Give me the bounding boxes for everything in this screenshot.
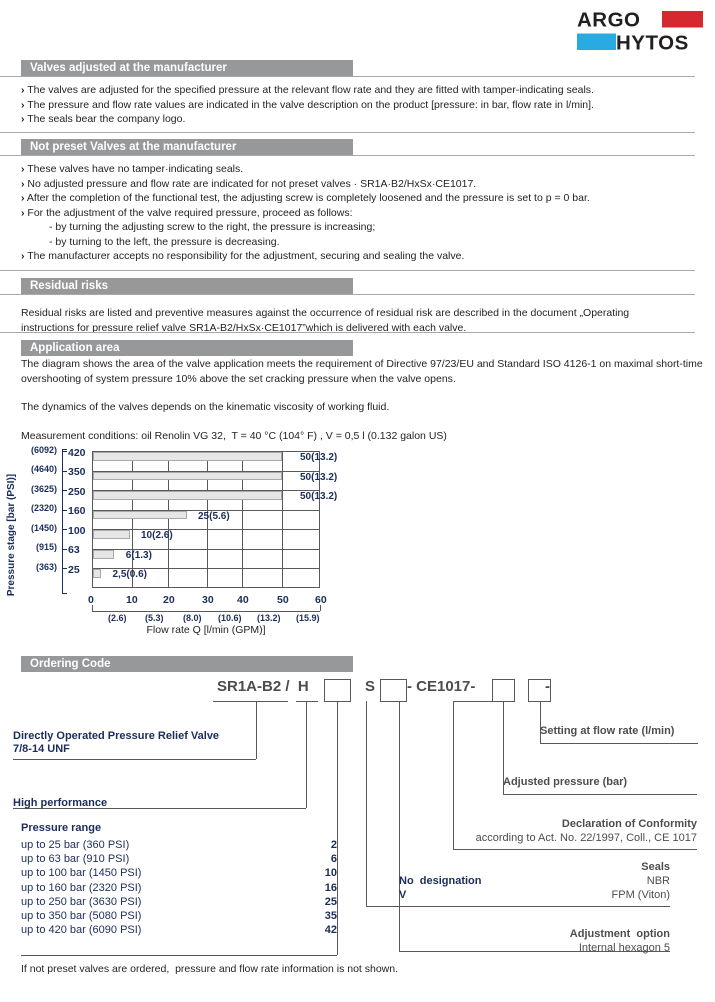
svg-text:HYTOS: HYTOS [616, 31, 689, 52]
svg-text:ARGO: ARGO [577, 10, 641, 32]
